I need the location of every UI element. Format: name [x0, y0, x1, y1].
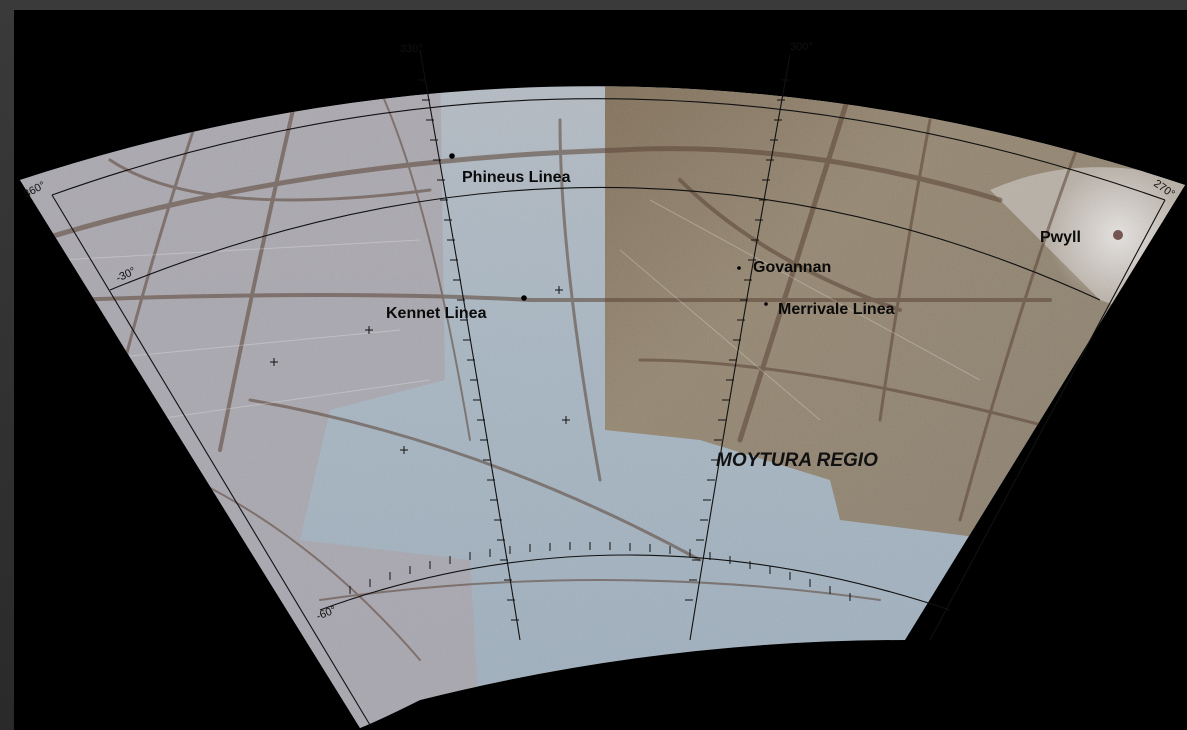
lon-330-label: 330° — [400, 43, 423, 55]
govannan-label: Govannan — [753, 259, 831, 276]
merrivale-linea-label: Merrivale Linea — [778, 301, 895, 318]
phineus-linea-label: Phineus Linea — [462, 169, 571, 186]
moytura-regio-label: MOYTURA REGIO — [716, 450, 878, 471]
graticule-ticks — [270, 79, 851, 621]
merrivale-marker — [764, 302, 768, 306]
kennet-linea-label: Kennet Linea — [386, 305, 487, 322]
phineus-marker — [449, 153, 455, 159]
govannan-marker — [737, 266, 741, 270]
graticule — [51, 49, 1166, 726]
pwyll-label: Pwyll — [1040, 229, 1081, 246]
lon-300-label: 300° — [790, 41, 813, 53]
kennet-marker — [521, 295, 527, 301]
